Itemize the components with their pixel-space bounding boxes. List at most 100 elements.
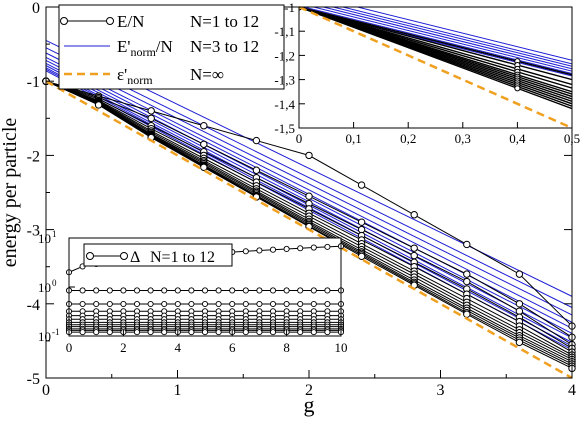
inset-bottom-data-point [242, 248, 249, 255]
inset-bottom-data-point [161, 287, 168, 294]
y-tick-label: -1 [27, 74, 40, 91]
inset-top-blue-line [311, 7, 572, 72]
inset-bottom-x-tick-label: 8 [283, 340, 290, 355]
y-tick-label: 0 [32, 0, 40, 17]
inset-bottom-data-point [133, 329, 141, 336]
x-tick-label: 3 [437, 382, 445, 399]
inset-top-black-line [299, 7, 572, 76]
inset-bottom-data-point [215, 300, 222, 308]
inset-bottom-data-point [324, 243, 331, 250]
data-point [410, 244, 418, 252]
inset-bottom-data-point [256, 329, 263, 336]
data-point [357, 218, 366, 226]
data-point [515, 300, 524, 308]
inset-top-y-tick-label: -1 [284, 0, 295, 15]
inset-bottom-y-tick-exponent: 1 [52, 229, 57, 239]
inset-bottom-data-point [310, 300, 317, 308]
data-point [94, 101, 103, 109]
inset-top-data-point [514, 85, 521, 92]
data-point [252, 136, 261, 145]
inset-bottom-data-point [79, 300, 86, 308]
inset-bottom-data-point [201, 300, 209, 308]
inset-legend-label: Δ [130, 249, 140, 266]
limit-series-line [45, 80, 573, 380]
inset-bottom-data-point [93, 300, 100, 308]
inset-top-black-line [299, 7, 572, 110]
inset-top-y-tick-label: -1,5 [274, 121, 295, 136]
data-point [305, 151, 313, 160]
inset-bottom-y-tick-exponent: -1 [52, 327, 60, 337]
data-point [357, 252, 366, 261]
inset-legend-marker [120, 252, 128, 260]
inset-bottom-y-tick-label: 10 [38, 329, 51, 344]
data-point [463, 310, 471, 318]
inset-bottom-data-point [256, 247, 263, 254]
inset-bottom-data-point [269, 287, 277, 294]
inset-top-right: 0 0,1 0,2 0,3 0,4 0,5 -1 -1,1 -1,2 -1,3 -1,4 -1,5 [274, 0, 580, 146]
legend-marker-black [60, 17, 68, 25]
data-point [410, 211, 418, 219]
inset-bottom-data-point [310, 244, 317, 251]
inset-bottom-data-point [120, 300, 127, 308]
inset-top-x-tick-label: 0,2 [400, 131, 416, 146]
data-point [515, 338, 524, 347]
inset-top-y-tick-label: -1,2 [274, 48, 295, 63]
inset-bottom-data-point [215, 287, 222, 294]
inset-bottom-data-point [229, 287, 236, 294]
inset-bottom-data-point [297, 287, 304, 294]
inset-top-blue-line [355, 7, 572, 61]
legend-range-orange: N=∞ [190, 65, 224, 84]
y-tick-label: -3 [27, 223, 40, 240]
inset-bottom-data-point [106, 329, 113, 336]
blue-series-line [45, 52, 573, 316]
legend-marker-black [106, 17, 114, 25]
inset-bottom-x-tick-label: 0 [66, 340, 73, 355]
data-point [515, 270, 524, 278]
inset-bottom-data-point [161, 300, 168, 308]
inset-bottom-data-point [269, 246, 277, 253]
main-plot: 0 1 2 3 4 0 -1 -2 -3 -4 -5 g energy per particle E… [0, 0, 576, 417]
x-tick-label: 2 [305, 382, 313, 399]
inset-bottom-data-point [147, 300, 154, 308]
inset-bottom-data-point [297, 329, 304, 336]
x-axis-label: g [304, 392, 315, 417]
inset-bottom-data-point [188, 300, 195, 308]
inset-bottom-x-tick-label: 10 [335, 340, 348, 355]
inset-bottom-data-point [269, 300, 277, 308]
inset-bottom-y-tick-exponent: 0 [52, 278, 57, 288]
y-tick-label: -2 [27, 148, 40, 165]
inset-bottom-data-point [201, 287, 209, 294]
inset-top-frame [298, 6, 573, 129]
y-axis-label: energy per particle [0, 118, 21, 268]
inset-bottom-data-point [188, 287, 195, 294]
inset-bottom-data-point [133, 287, 141, 294]
inset-bottom-data-point [147, 329, 154, 336]
legend-label-black: E/N [117, 12, 144, 31]
main-limit-series [45, 80, 573, 380]
inset-bottom-data-point [79, 329, 86, 336]
inset-top-blue-line [331, 7, 572, 67]
inset-bottom-data-point [93, 329, 100, 336]
inset-bottom-data-point [269, 329, 277, 336]
inset-top-blue-line [321, 7, 572, 70]
data-point [463, 240, 471, 249]
data-point [305, 192, 313, 200]
inset-bottom-data-point [120, 287, 127, 294]
inset-bottom-x-tick-label: 4 [175, 340, 182, 355]
inset-bottom-data-point [297, 300, 304, 308]
inset-top-black-line [299, 7, 572, 81]
inset-bottom-legend: Δ N=1 to 12 [83, 243, 233, 267]
inset-bottom-data-point [283, 245, 290, 253]
data-point [200, 122, 208, 130]
inset-top-ticks: 0 0,1 0,2 0,3 0,4 0,5 -1 -1,1 -1,2 -1,3 -1,4 -1,5 [274, 0, 580, 146]
inset-bottom-x-tick-label: 6 [229, 340, 236, 355]
inset-bottom-data-point [310, 287, 317, 294]
inset-top-limit-series [298, 5, 573, 130]
inset-bottom-data-point [242, 300, 249, 308]
inset-bottom-data-point [324, 300, 331, 308]
x-tick-label: 1 [174, 382, 182, 399]
inset-top-x-tick-label: 0,5 [564, 131, 580, 146]
inset-bottom-data-point [161, 329, 168, 336]
main-legend: E/N N=1 to 12 E'norm/N N=3 to 12 ε'norm … [58, 4, 285, 90]
